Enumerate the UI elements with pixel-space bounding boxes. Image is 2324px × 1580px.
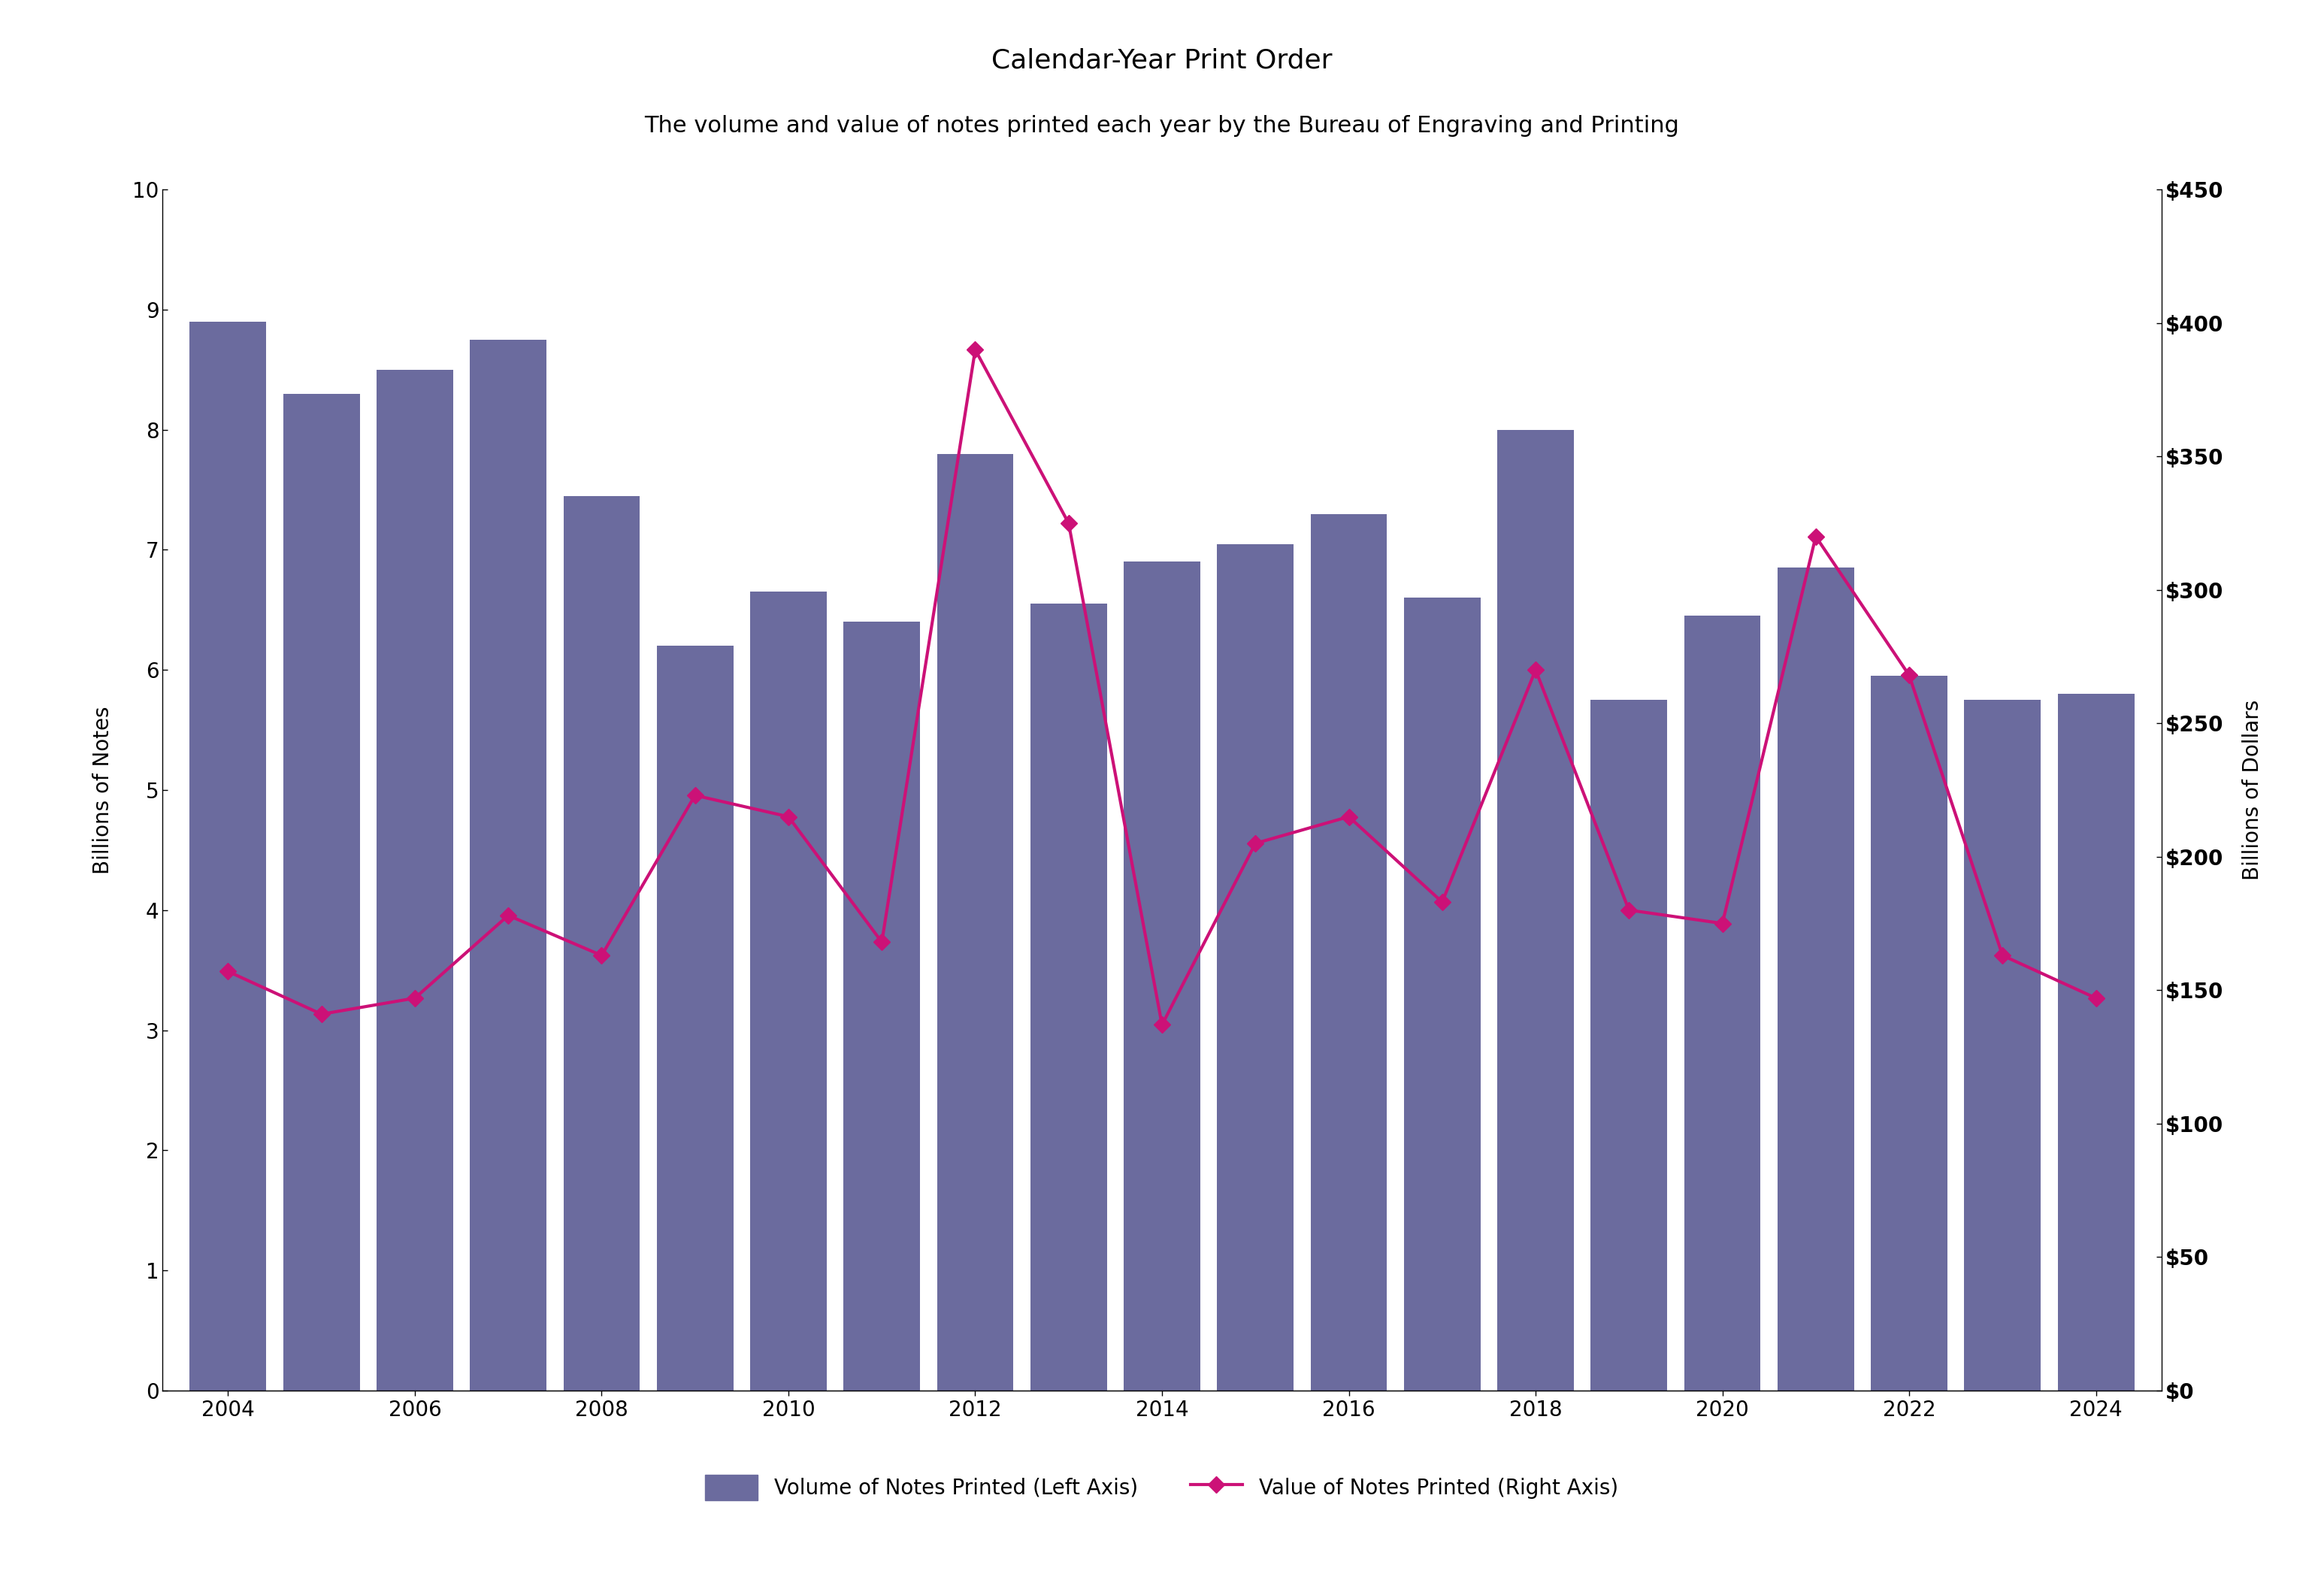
Bar <box>1685 616 1762 1390</box>
Bar <box>1497 430 1573 1390</box>
Y-axis label: Billions of Dollars: Billions of Dollars <box>2243 700 2264 880</box>
Bar <box>1964 700 2040 1390</box>
Bar <box>1125 562 1199 1390</box>
Bar <box>1030 604 1106 1390</box>
Bar <box>284 393 360 1390</box>
Bar <box>844 623 920 1390</box>
Bar <box>1404 597 1480 1390</box>
Bar <box>1311 514 1387 1390</box>
Text: Calendar-Year Print Order: Calendar-Year Print Order <box>992 47 1332 73</box>
Bar <box>376 370 453 1390</box>
Bar <box>1871 676 1948 1390</box>
Legend: Volume of Notes Printed (Left Axis), Value of Notes Printed (Right Axis): Volume of Notes Printed (Left Axis), Val… <box>706 1474 1618 1499</box>
Bar <box>751 592 827 1390</box>
Bar <box>191 322 267 1390</box>
Bar <box>1778 567 1855 1390</box>
Bar <box>937 453 1013 1390</box>
Bar <box>658 646 734 1390</box>
Bar <box>2057 694 2133 1390</box>
Bar <box>562 496 639 1390</box>
Title: The volume and value of notes printed each year by the Bureau of Engraving and P: The volume and value of notes printed ea… <box>644 115 1680 137</box>
Bar <box>1590 700 1666 1390</box>
Bar <box>469 340 546 1390</box>
Bar <box>1218 544 1294 1390</box>
Y-axis label: Billions of Notes: Billions of Notes <box>93 706 114 874</box>
